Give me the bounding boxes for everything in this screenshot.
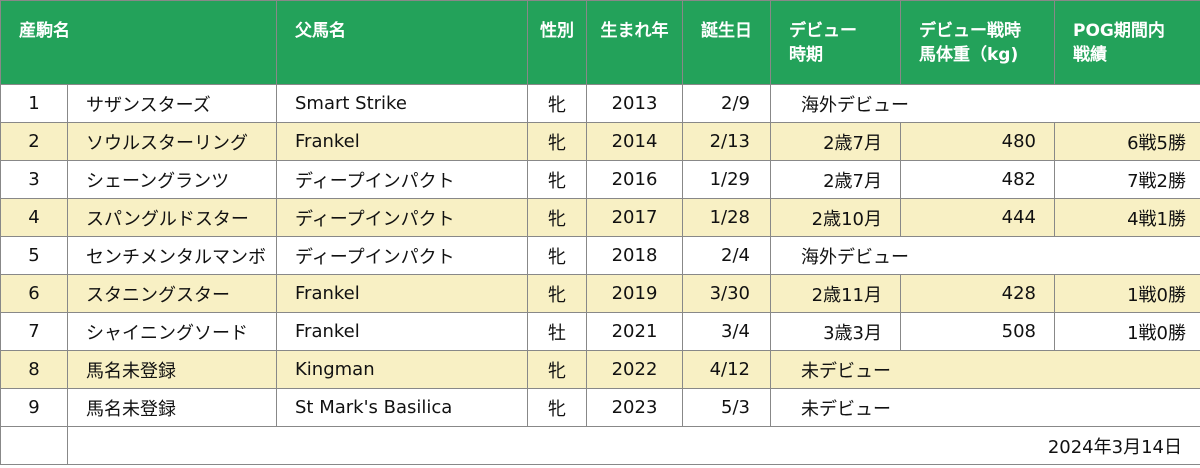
- birth-year: 2021: [586, 312, 683, 351]
- sex: 牝: [527, 198, 587, 237]
- row-number: 4: [0, 198, 68, 237]
- birthday: 1/29: [682, 160, 771, 199]
- debut-time: 3歳3月: [770, 312, 901, 351]
- table-row: 3 シェーングランツ ディープインパクト 牝 2016 1/29 2歳7月 48…: [0, 160, 1200, 199]
- debut-weight: 482: [900, 160, 1055, 199]
- header-foal-name: 産駒名: [0, 0, 277, 85]
- birthday: 3/30: [682, 274, 771, 313]
- table-row: 4 スパングルドスター ディープインパクト 牝 2017 1/28 2歳10月 …: [0, 198, 1200, 237]
- birthday: 3/4: [682, 312, 771, 351]
- foal-name: シャイニングソード: [67, 312, 277, 351]
- pog-record: 1戦0勝: [1054, 312, 1200, 351]
- footer-row: 2024年3月14日: [0, 426, 1200, 465]
- header-birth-year: 生まれ年: [586, 0, 683, 85]
- header-sex: 性別: [527, 0, 587, 85]
- row-number: 3: [0, 160, 68, 199]
- debut-weight: 428: [900, 274, 1055, 313]
- foal-name: スタニングスター: [67, 274, 277, 313]
- sire-name: ディープインパクト: [276, 198, 528, 237]
- row-number: 5: [0, 236, 68, 275]
- update-date: 2024年3月14日: [67, 426, 1200, 465]
- table-row: 1 サザンスターズ Smart Strike 牝 2013 2/9 海外デビュー: [0, 84, 1200, 123]
- table-row: 2 ソウルスターリング Frankel 牝 2014 2/13 2歳7月 480…: [0, 122, 1200, 161]
- foal-name: スパングルドスター: [67, 198, 277, 237]
- birth-year: 2013: [586, 84, 683, 123]
- debut-time: 未デビュー: [770, 388, 1200, 427]
- row-number: 7: [0, 312, 68, 351]
- foal-name: シェーングランツ: [67, 160, 277, 199]
- table-row: 5 センチメンタルマンボ ディープインパクト 牝 2018 2/4 海外デビュー: [0, 236, 1200, 275]
- sex: 牝: [527, 350, 587, 389]
- debut-time: 2歳7月: [770, 160, 901, 199]
- birthday: 1/28: [682, 198, 771, 237]
- sex: 牝: [527, 274, 587, 313]
- row-number: 6: [0, 274, 68, 313]
- empty-cell: [0, 426, 68, 465]
- foal-name: 馬名未登録: [67, 388, 277, 427]
- birth-year: 2018: [586, 236, 683, 275]
- sex: 牝: [527, 122, 587, 161]
- birth-year: 2014: [586, 122, 683, 161]
- table-row: 7 シャイニングソード Frankel 牡 2021 3/4 3歳3月 508 …: [0, 312, 1200, 351]
- debut-time: 2歳10月: [770, 198, 901, 237]
- foal-name: センチメンタルマンボ: [67, 236, 277, 275]
- sire-name: ディープインパクト: [276, 160, 528, 199]
- birthday: 5/3: [682, 388, 771, 427]
- foal-name: ソウルスターリング: [67, 122, 277, 161]
- sire-name: ディープインパクト: [276, 236, 528, 275]
- pog-record: 4戦1勝: [1054, 198, 1200, 237]
- header-row: 産駒名 父馬名 性別 生まれ年 誕生日 デビュー 時期 デビュー戦時 馬体重（k…: [0, 0, 1200, 85]
- sex: 牝: [527, 160, 587, 199]
- debut-time: 海外デビュー: [770, 236, 1200, 275]
- birthday: 2/4: [682, 236, 771, 275]
- header-sire: 父馬名: [276, 0, 528, 85]
- debut-weight: 508: [900, 312, 1055, 351]
- sire-name: Frankel: [276, 274, 528, 313]
- header-pog-record: POG期間内 戦績: [1054, 0, 1200, 85]
- table-row: 8 馬名未登録 Kingman 牝 2022 4/12 未デビュー: [0, 350, 1200, 389]
- birthday: 2/9: [682, 84, 771, 123]
- birth-year: 2019: [586, 274, 683, 313]
- row-number: 8: [0, 350, 68, 389]
- birth-year: 2023: [586, 388, 683, 427]
- birth-year: 2016: [586, 160, 683, 199]
- sex: 牝: [527, 388, 587, 427]
- birth-year: 2022: [586, 350, 683, 389]
- foal-name: 馬名未登録: [67, 350, 277, 389]
- debut-time: 海外デビュー: [770, 84, 1200, 123]
- sire-name: Frankel: [276, 122, 528, 161]
- foal-name: サザンスターズ: [67, 84, 277, 123]
- row-number: 9: [0, 388, 68, 427]
- sire-name: Kingman: [276, 350, 528, 389]
- table-row: 9 馬名未登録 St Mark's Basilica 牝 2023 5/3 未デ…: [0, 388, 1200, 427]
- sex: 牡: [527, 312, 587, 351]
- header-birthday: 誕生日: [682, 0, 771, 85]
- sex: 牝: [527, 236, 587, 275]
- pog-record: 7戦2勝: [1054, 160, 1200, 199]
- birth-year: 2017: [586, 198, 683, 237]
- pog-record: 1戦0勝: [1054, 274, 1200, 313]
- header-debut-time: デビュー 時期: [770, 0, 901, 85]
- header-debut-weight: デビュー戦時 馬体重（kg): [900, 0, 1055, 85]
- debut-weight: 444: [900, 198, 1055, 237]
- birthday: 4/12: [682, 350, 771, 389]
- sire-name: St Mark's Basilica: [276, 388, 528, 427]
- sire-name: Frankel: [276, 312, 528, 351]
- debut-time: 2歳7月: [770, 122, 901, 161]
- sex: 牝: [527, 84, 587, 123]
- sire-name: Smart Strike: [276, 84, 528, 123]
- table-row: 6 スタニングスター Frankel 牝 2019 3/30 2歳11月 428…: [0, 274, 1200, 313]
- row-number: 1: [0, 84, 68, 123]
- pog-record: 6戦5勝: [1054, 122, 1200, 161]
- birthday: 2/13: [682, 122, 771, 161]
- debut-time: 2歳11月: [770, 274, 901, 313]
- debut-time: 未デビュー: [770, 350, 1200, 389]
- row-number: 2: [0, 122, 68, 161]
- debut-weight: 480: [900, 122, 1055, 161]
